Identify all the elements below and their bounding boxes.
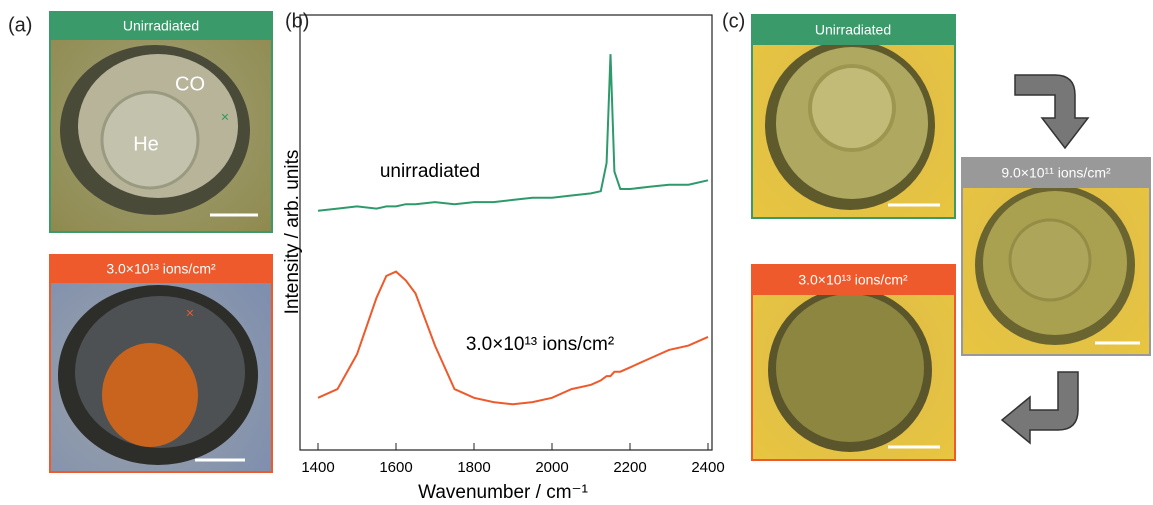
arrow [1014,74,1090,150]
x-tick-label: 2400 [691,459,724,476]
series-line [317,270,709,406]
panel-label: (b) [285,10,309,32]
micrograph: Unirradiated [751,14,956,219]
annotation: CO [175,73,205,95]
x-tick-label: 1600 [379,459,412,476]
plot-frame [299,14,713,451]
panel-label: (c) [722,10,745,32]
series-line [317,54,709,212]
image-title: Unirradiated [123,18,199,34]
x-tick-label: 1800 [457,459,490,476]
image-title: Unirradiated [815,22,891,38]
image-title: 3.0×10¹³ ions/cm² [106,261,216,277]
svg-text:×: × [186,305,194,321]
x-axis-label: Wavenumber / cm⁻¹ [418,482,588,503]
series-label: unirradiated [380,161,480,182]
panel-label: (a) [8,14,32,36]
micrograph: 3.0×10¹³ ions/cm² [751,264,956,461]
y-axis-label: Intensity / arb. units [282,150,303,315]
x-tick-label: 2000 [535,459,568,476]
x-tick-label: 2200 [613,459,646,476]
x-tick-label: 1400 [301,459,334,476]
image-title: 3.0×10¹³ ions/cm² [798,272,908,288]
arrow [1000,371,1079,445]
micrograph: 9.0×10¹¹ ions/cm² [961,157,1151,356]
annotation: He [133,133,159,155]
micrograph: × 3.0×10¹³ ions/cm² [49,254,273,473]
svg-text:×: × [221,109,229,125]
series-label: 3.0×10¹³ ions/cm² [466,334,614,355]
micrograph: × Unirradiated CO He [49,11,273,233]
image-title: 9.0×10¹¹ ions/cm² [1001,165,1111,181]
